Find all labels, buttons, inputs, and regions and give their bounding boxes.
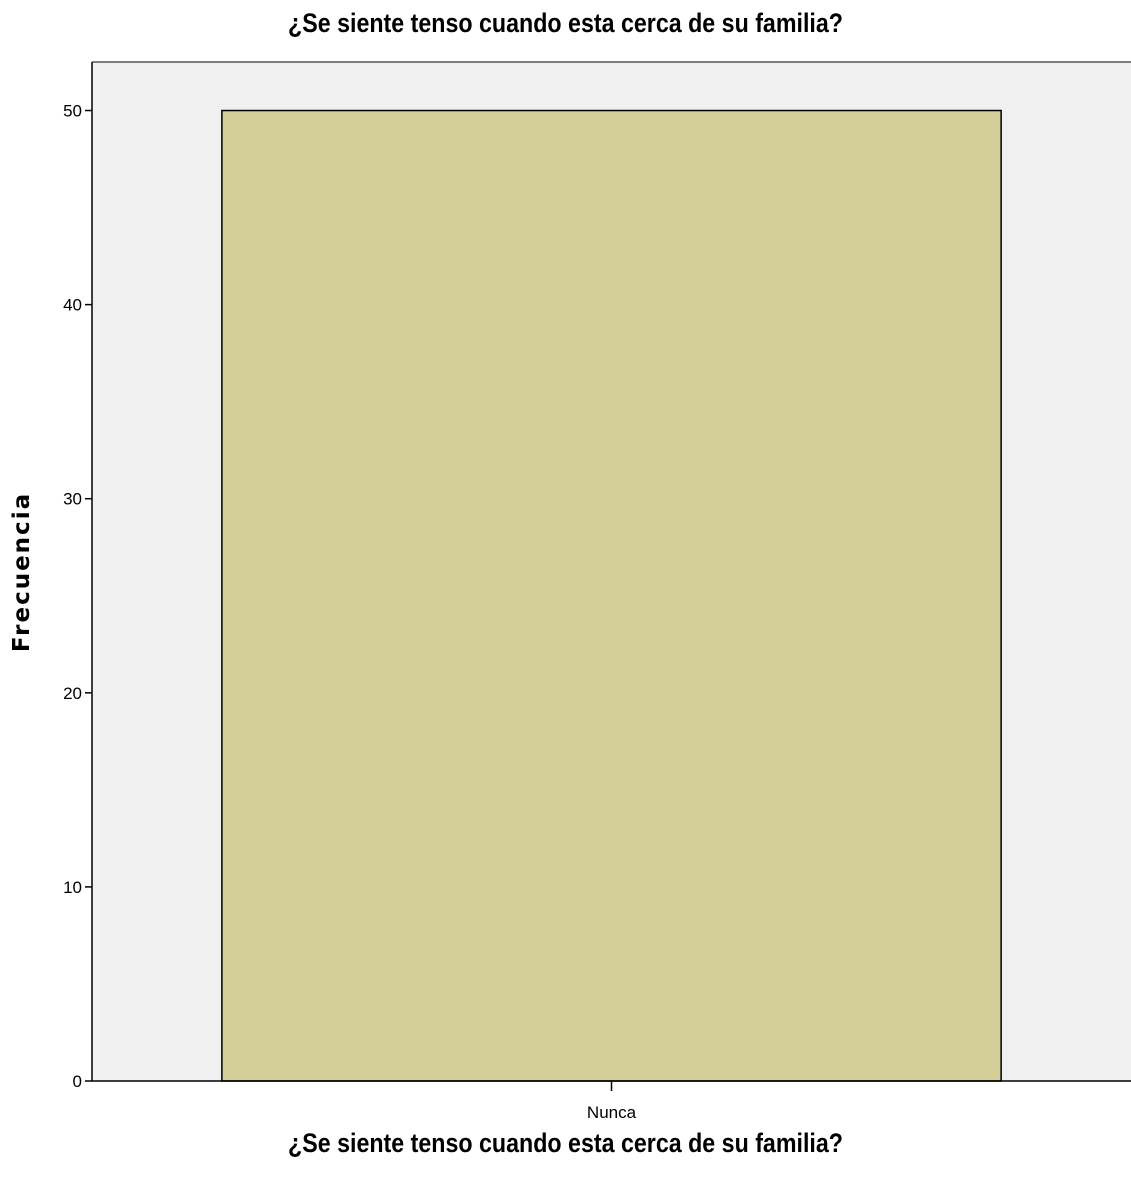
y-tick-label: 20: [63, 684, 82, 703]
y-tick-label: 10: [63, 878, 82, 897]
x-axis-label: ¿Se siente tenso cuando esta cerca de su…: [288, 1128, 843, 1158]
y-tick-label: 0: [73, 1072, 82, 1091]
bars-group: [221, 109, 1002, 1082]
x-axis: Nunca: [92, 1080, 1131, 1122]
chart-title: ¿Se siente tenso cuando esta cerca de su…: [288, 8, 843, 38]
y-tick-label: 50: [63, 102, 82, 121]
y-tick-label: 40: [63, 296, 82, 315]
x-tick-label-nunca: Nunca: [587, 1103, 637, 1122]
bar-nunca: [221, 109, 1002, 1082]
y-axis: 0 10 20 30 40 50: [63, 61, 1131, 1091]
y-tick-label: 30: [63, 490, 82, 509]
